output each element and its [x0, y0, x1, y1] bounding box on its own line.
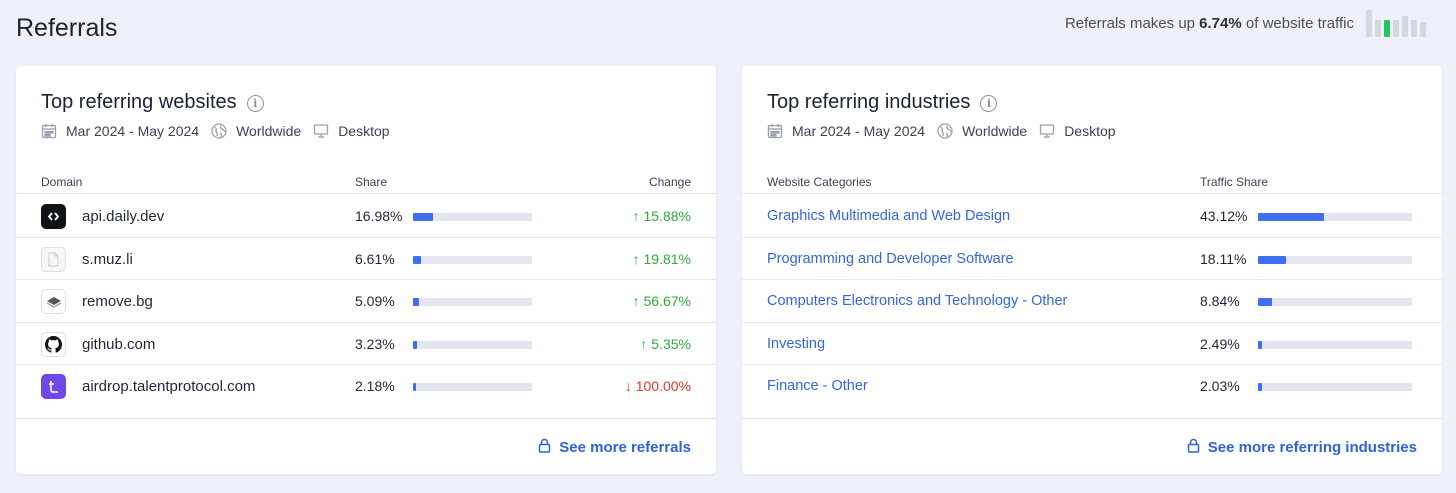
- domain-name: github.com: [82, 335, 156, 353]
- filter-device[interactable]: Desktop: [313, 123, 390, 139]
- share-bar: [413, 213, 532, 221]
- table-row[interactable]: github.com 3.23% ↑ 5.35%: [16, 323, 716, 366]
- table-row[interactable]: Graphics Multimedia and Web Design 43.12…: [742, 195, 1442, 238]
- top-referring-industries-card: Top referring industries i Mar 2024 - Ma…: [742, 66, 1442, 474]
- domain-name: api.daily.dev: [82, 208, 165, 225]
- calendar-icon: [41, 123, 57, 139]
- share-bar: [413, 255, 532, 264]
- mini-chart-bar: [1393, 20, 1399, 37]
- card-title: Top referring websites: [41, 91, 237, 113]
- see-more-referrals-link[interactable]: See more referrals: [538, 438, 691, 457]
- category-link[interactable]: Graphics Multimedia and Web Design: [767, 208, 1011, 224]
- share-bar: [413, 383, 532, 392]
- mini-chart-bar: [1375, 20, 1381, 37]
- share-bar: [1258, 340, 1412, 349]
- mini-chart-bar: [1420, 22, 1426, 37]
- globe-icon: [937, 123, 953, 139]
- change-value: ↑ 56.67%: [632, 293, 691, 310]
- card-footer: See more referring industries: [742, 418, 1442, 474]
- remove-bg-icon: [41, 289, 66, 315]
- github-icon: [41, 331, 66, 357]
- blank-page-icon: [41, 246, 66, 272]
- page-title: Referrals: [16, 14, 118, 42]
- share-value: 16.98%: [355, 208, 403, 224]
- column-header-change[interactable]: Change: [648, 175, 691, 189]
- category-link[interactable]: Finance - Other: [767, 378, 868, 395]
- industries-table-body: Graphics Multimedia and Web Design 43.12…: [742, 195, 1442, 408]
- table-row[interactable]: api.daily.dev 16.98% ↑ 15.88%: [16, 195, 716, 238]
- category-link[interactable]: Computers Electronics and Technology - O…: [767, 293, 1068, 310]
- domain-name: airdrop.talentprotocol.com: [82, 378, 256, 396]
- change-value: ↓ 100.00%: [624, 378, 691, 395]
- mini-chart-bar: [1384, 20, 1390, 37]
- filter-device[interactable]: Desktop: [1039, 123, 1116, 139]
- change-value: ↑ 5.35%: [640, 335, 691, 352]
- talent-protocol-icon: [41, 374, 66, 400]
- filters-bar: Mar 2024 - May 2024 Worldwide Desktop: [41, 123, 402, 139]
- mini-chart-bar: [1411, 20, 1417, 37]
- share-value: 8.84%: [1200, 293, 1240, 310]
- table-row[interactable]: s.muz.li 6.61% ↑ 19.81%: [16, 238, 716, 281]
- column-header-share[interactable]: Share: [355, 175, 388, 189]
- card-title: Top referring industries: [767, 91, 971, 113]
- category-link[interactable]: Programming and Developer Software: [767, 250, 1014, 267]
- filter-region[interactable]: Worldwide: [937, 123, 1027, 139]
- desktop-icon: [313, 123, 329, 139]
- share-value: 3.23%: [355, 335, 395, 352]
- share-value: 6.61%: [355, 250, 395, 267]
- info-icon[interactable]: i: [980, 95, 998, 112]
- share-bar: [1258, 298, 1412, 307]
- desktop-icon: [1039, 123, 1055, 139]
- info-icon[interactable]: i: [246, 95, 264, 112]
- industries-table-header: Website Categories Traffic Share: [742, 172, 1442, 194]
- table-row[interactable]: Finance - Other 2.03%: [742, 365, 1442, 408]
- change-value: ↑ 15.88%: [632, 208, 691, 224]
- table-row[interactable]: Computers Electronics and Technology - O…: [742, 280, 1442, 323]
- websites-table-header: Domain Share Change: [16, 172, 716, 194]
- filter-region[interactable]: Worldwide: [211, 123, 301, 139]
- share-value: 2.49%: [1200, 335, 1240, 352]
- share-value: 2.18%: [355, 378, 395, 395]
- traffic-mini-chart: [1366, 10, 1426, 37]
- globe-icon: [211, 123, 227, 139]
- websites-table-body: api.daily.dev 16.98% ↑ 15.88% s.muz.li 6…: [16, 195, 716, 408]
- filter-date-range[interactable]: Mar 2024 - May 2024: [41, 123, 199, 139]
- top-referring-websites-card: Top referring websites i Mar 2024 - May …: [16, 66, 716, 474]
- table-row[interactable]: remove.bg 5.09% ↑ 56.67%: [16, 280, 716, 323]
- mini-chart-bar: [1402, 15, 1408, 37]
- table-row[interactable]: Investing 2.49%: [742, 323, 1442, 366]
- calendar-icon: [767, 123, 783, 139]
- filter-date-range[interactable]: Mar 2024 - May 2024: [767, 123, 925, 139]
- category-link[interactable]: Investing: [767, 335, 826, 352]
- change-value: ↑ 19.81%: [632, 250, 691, 267]
- share-bar: [413, 298, 532, 307]
- share-bar: [1258, 383, 1412, 392]
- column-header-traffic-share[interactable]: Traffic Share: [1200, 175, 1269, 189]
- mini-chart-bar: [1366, 10, 1372, 37]
- see-more-industries-link[interactable]: See more referring industries: [1187, 438, 1417, 457]
- column-header-category[interactable]: Website Categories: [767, 175, 872, 189]
- table-row[interactable]: airdrop.talentprotocol.com 2.18% ↓ 100.0…: [16, 365, 716, 408]
- share-bar: [413, 340, 532, 349]
- share-value: 43.12%: [1200, 208, 1248, 224]
- lock-icon: [1187, 438, 1200, 457]
- table-row[interactable]: Programming and Developer Software 18.11…: [742, 238, 1442, 281]
- share-value: 5.09%: [355, 293, 395, 310]
- card-footer: See more referrals: [16, 418, 716, 474]
- domain-name: s.muz.li: [82, 250, 133, 268]
- share-value: 2.03%: [1200, 378, 1240, 395]
- share-bar: [1258, 213, 1412, 221]
- lock-icon: [538, 438, 551, 457]
- daily-dev-icon: [41, 204, 66, 229]
- domain-name: remove.bg: [82, 293, 153, 311]
- traffic-share-summary: Referrals makes up 6.74% of website traf…: [1065, 10, 1426, 37]
- filters-bar: Mar 2024 - May 2024 Worldwide Desktop: [767, 123, 1128, 139]
- share-bar: [1258, 255, 1412, 264]
- column-header-domain[interactable]: Domain: [41, 175, 83, 189]
- traffic-share-text: Referrals makes up 6.74% of website traf…: [1064, 15, 1354, 32]
- share-value: 18.11%: [1200, 250, 1247, 267]
- traffic-share-value: 6.74%: [1199, 15, 1242, 32]
